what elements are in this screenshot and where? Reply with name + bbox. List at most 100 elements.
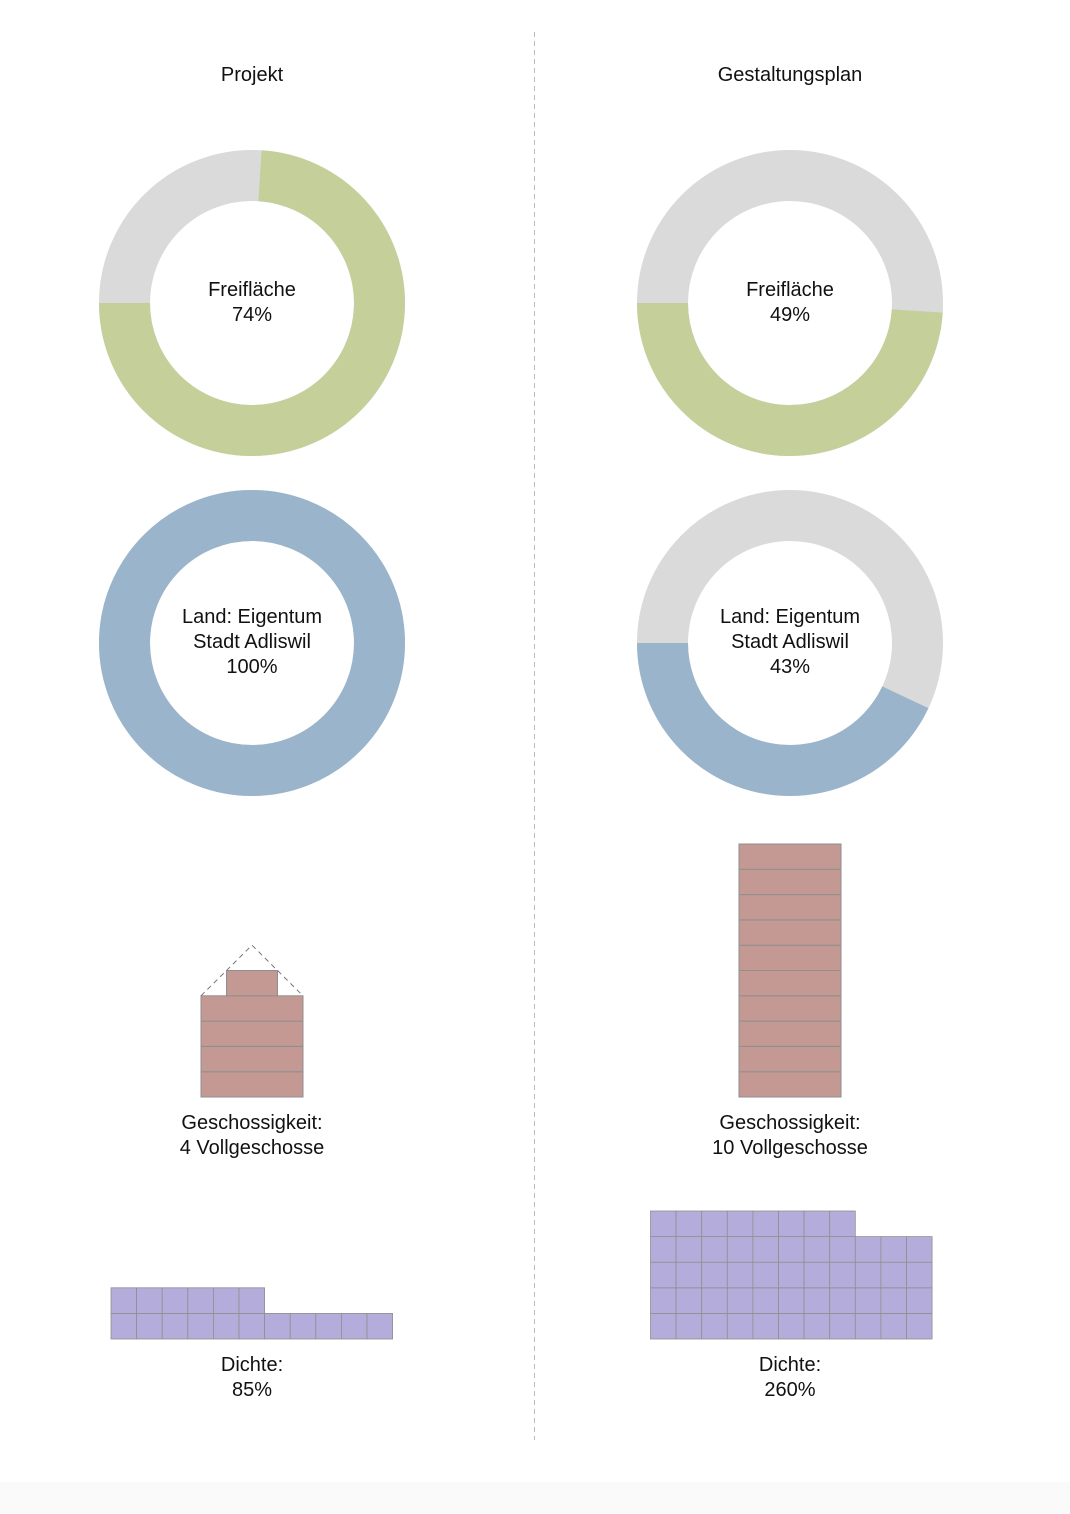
geschossigkeit-value-left: 4 Vollgeschosse: [179, 1137, 325, 1159]
donut-segment-land-right: [637, 642, 929, 796]
density-cell-right: [803, 1261, 831, 1289]
building-floor-right: [738, 868, 842, 896]
building-floor-left: [200, 1071, 304, 1098]
density-cell-left: [110, 1313, 138, 1340]
land-value-right: 43%: [769, 656, 811, 678]
density-cell-right: [726, 1287, 754, 1314]
land-title1-left: Land: Eigentum: [181, 606, 323, 628]
density-cell-right: [778, 1236, 805, 1263]
land-title2-left: Stadt Adliswil: [193, 631, 311, 653]
building-floor-right: [738, 1020, 842, 1047]
land-label-left: Land: Eigentum Stadt Adliswil 100%: [182, 605, 322, 680]
donut-segment-freiflaeche-right: [637, 302, 943, 456]
density-cell-right: [778, 1287, 805, 1314]
density-cell-left: [340, 1313, 368, 1340]
dichte-value-right: 260%: [764, 1379, 816, 1401]
density-cell-right: [726, 1313, 754, 1340]
density-cell-right: [650, 1210, 677, 1238]
density-cell-left: [238, 1313, 266, 1340]
density-cell-right: [650, 1236, 677, 1263]
density-cell-right: [880, 1313, 907, 1340]
geschossigkeit-title-right: Geschossigkeit:: [719, 1112, 861, 1134]
freiflaeche-label-right: Freifläche 49%: [746, 278, 834, 328]
density-cell-right: [803, 1210, 831, 1238]
freiflaeche-title-right: Freifläche: [746, 279, 834, 301]
page-bottom-band: [0, 1482, 1070, 1514]
density-cell-left: [212, 1313, 240, 1340]
freiflaeche-label-left: Freifläche 74%: [208, 278, 296, 328]
donut-segment-freiflaeche-left: [99, 150, 405, 456]
density-cell-right: [829, 1313, 856, 1340]
building-floor-right: [738, 1071, 842, 1098]
density-cell-right: [752, 1261, 779, 1289]
density-cell-right: [829, 1210, 856, 1238]
density-cell-right: [778, 1261, 805, 1289]
density-cell-right: [752, 1210, 779, 1238]
building-floor-right: [738, 970, 842, 997]
building-floor-left: [200, 995, 304, 1022]
density-cell-right: [829, 1287, 856, 1314]
density-cell-right: [880, 1236, 907, 1263]
density-cell-left: [289, 1313, 317, 1340]
building-floor-right: [738, 944, 842, 972]
geschossigkeit-title-left: Geschossigkeit:: [181, 1112, 323, 1134]
freiflaeche-value-left: 74%: [231, 304, 273, 326]
building-floor-right: [738, 894, 842, 921]
freiflaeche-title-left: Freifläche: [208, 279, 296, 301]
geschossigkeit-value-right: 10 Vollgeschosse: [712, 1137, 868, 1159]
land-title2-right: Stadt Adliswil: [731, 631, 849, 653]
density-cell-right: [675, 1261, 703, 1289]
density-cell-left: [315, 1313, 342, 1340]
building-attic-left: [226, 970, 278, 997]
density-cell-left: [187, 1287, 214, 1314]
donut-segment-land-left: [99, 490, 405, 796]
density-cell-right: [803, 1236, 831, 1263]
density-cell-right: [675, 1236, 703, 1263]
density-cell-right: [778, 1313, 805, 1340]
freiflaeche-value-right: 49%: [769, 304, 811, 326]
density-cell-left: [187, 1313, 214, 1340]
building-floor-right: [738, 919, 842, 946]
density-cell-left: [136, 1287, 163, 1314]
density-cell-left: [264, 1313, 291, 1340]
density-cell-right: [829, 1236, 856, 1263]
density-cell-right: [726, 1236, 754, 1263]
density-cell-right: [701, 1261, 728, 1289]
density-cell-left: [161, 1287, 189, 1314]
density-cell-right: [829, 1261, 856, 1289]
column-title-gestaltungsplan: Gestaltungsplan: [717, 64, 863, 86]
density-cell-right: [854, 1287, 882, 1314]
dichte-title-left: Dichte:: [220, 1354, 284, 1376]
density-cell-right: [675, 1210, 703, 1238]
dichte-title-right: Dichte:: [758, 1354, 822, 1376]
density-cell-right: [778, 1210, 805, 1238]
building-roof-outline-left: [200, 944, 304, 997]
density-cell-right: [752, 1287, 779, 1314]
dichte-value-left: 85%: [231, 1379, 273, 1401]
land-label-right: Land: Eigentum Stadt Adliswil 43%: [720, 605, 860, 680]
density-cell-right: [701, 1287, 728, 1314]
density-cell-left: [366, 1313, 394, 1340]
density-cell-right: [726, 1261, 754, 1289]
density-cell-right: [701, 1236, 728, 1263]
building-floor-right: [738, 843, 842, 870]
density-cell-right: [675, 1287, 703, 1314]
density-cell-right: [854, 1261, 882, 1289]
density-cell-right: [752, 1313, 779, 1340]
density-cell-right: [675, 1313, 703, 1340]
density-cell-right: [906, 1261, 933, 1289]
building-floor-left: [200, 1020, 304, 1047]
dichte-label-right: Dichte: 260%: [759, 1353, 821, 1403]
building-floor-right: [738, 995, 842, 1022]
dichte-label-left: Dichte: 85%: [221, 1353, 283, 1403]
density-cell-right: [650, 1261, 677, 1289]
density-cell-right: [880, 1287, 907, 1314]
density-cell-right: [906, 1313, 933, 1340]
density-cell-right: [701, 1313, 728, 1340]
density-cell-right: [701, 1210, 728, 1238]
density-cell-left: [238, 1287, 266, 1314]
density-cell-right: [752, 1236, 779, 1263]
column-title-projekt: Projekt: [220, 64, 284, 86]
